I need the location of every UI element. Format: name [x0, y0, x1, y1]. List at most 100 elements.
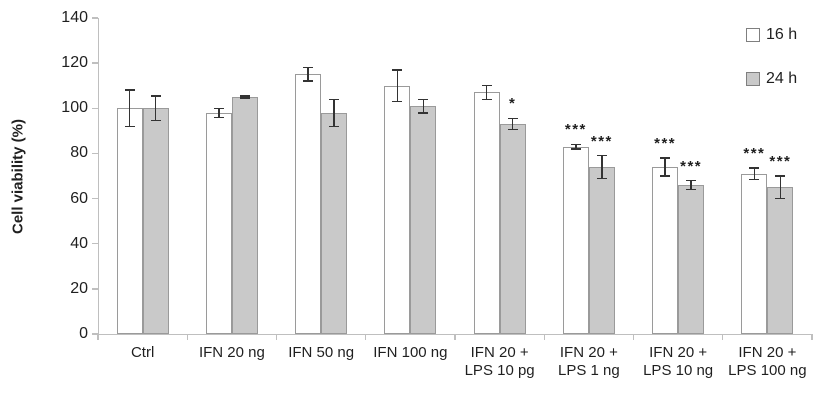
error-bar-line: [779, 176, 782, 199]
x-category-label-line: IFN 100 ng: [373, 344, 448, 361]
x-category-label-line: LPS 10 ng: [643, 362, 714, 379]
bar-16h-1: [205, 112, 232, 334]
bar-24h-2: [321, 112, 348, 334]
x-category-label: IFN 20 ng: [183, 344, 281, 362]
x-category-label: IFN 20 + LPS 10 pg: [451, 344, 549, 380]
bar-24h-7: [767, 187, 794, 334]
legend-swatch-16h-icon: [746, 28, 760, 42]
error-bar-cap-bottom: [418, 112, 429, 114]
y-tick-label: 120: [61, 54, 88, 72]
error-bar-cap-bottom: [749, 178, 760, 181]
y-axis-line: [98, 18, 100, 334]
error-bar-line: [128, 90, 131, 127]
error-bar-cap-bottom: [239, 97, 250, 99]
legend: 16 h 24 h: [746, 26, 797, 88]
bar-16h-3: [384, 85, 411, 334]
error-bar-cap-bottom: [660, 175, 671, 177]
significance-marker: ***: [564, 121, 587, 139]
x-category-label-line: LPS 100 ng: [728, 362, 807, 379]
error-bar-cap-top: [596, 154, 607, 157]
y-tick: [92, 197, 98, 200]
error-bar-cap-top: [150, 95, 161, 97]
error-bar-line: [396, 69, 399, 102]
y-tick-label: 0: [79, 325, 88, 342]
error-bar-cap-top: [775, 175, 786, 177]
y-tick: [92, 17, 98, 19]
error-bar-line: [485, 85, 488, 100]
y-tick-label: 100: [61, 99, 88, 117]
error-bar-line: [422, 99, 425, 113]
error-bar-cap-bottom: [596, 177, 607, 179]
significance-marker: ***: [743, 145, 766, 163]
y-tick-label: 80: [70, 144, 88, 162]
legend-label-24h: 24 h: [766, 70, 798, 87]
x-category-label: IFN 20 + LPS 100 ng: [718, 344, 816, 380]
error-bar-line: [244, 95, 246, 99]
significance-marker: ***: [769, 153, 792, 170]
x-category-label-line: LPS 10 pg: [464, 362, 535, 379]
y-tick-label: 60: [70, 189, 88, 207]
significance-marker: ***: [590, 132, 613, 150]
error-bar-cap-top: [303, 66, 314, 69]
x-category-label: IFN 50 ng: [272, 344, 370, 362]
bar-24h-6: [678, 185, 705, 334]
x-tick: [454, 334, 456, 340]
error-bar-cap-top: [392, 69, 403, 71]
bar-24h-0: [142, 108, 169, 334]
error-bar-line: [511, 118, 514, 130]
error-bar-cap-bottom: [775, 197, 786, 200]
significance-marker: ***: [680, 157, 703, 175]
x-category-label-line: Ctrl: [130, 344, 155, 361]
error-bar-line: [753, 168, 756, 180]
error-bar-cap-bottom: [329, 125, 340, 128]
error-bar-cap-bottom: [303, 80, 314, 82]
legend-swatch-24h-icon: [746, 72, 760, 86]
bar-24h-4: [499, 124, 526, 334]
x-tick: [543, 334, 545, 340]
bar-16h-4: [473, 92, 500, 334]
legend-label-16h: 16 h: [766, 26, 798, 43]
legend-item-16h: 16 h: [746, 26, 797, 44]
error-bar-line: [333, 99, 335, 127]
bar-16h-6: [652, 166, 679, 334]
x-category-label-line: IFN 20 +: [559, 344, 618, 361]
error-bar-line: [218, 108, 220, 118]
error-bar-cap-top: [124, 89, 135, 91]
bar-16h-0: [116, 108, 143, 334]
error-bar-cap-top: [213, 107, 224, 110]
error-bar-cap-top: [686, 179, 697, 182]
error-bar-cap-bottom: [481, 98, 492, 100]
error-bar-cap-bottom: [124, 125, 135, 128]
x-tick: [275, 334, 278, 340]
y-tick-label: 140: [61, 9, 88, 26]
x-category-label-line: IFN 20 ng: [198, 344, 265, 361]
bar-24h-1: [231, 97, 258, 334]
error-bar-cap-top: [239, 95, 250, 97]
y-tick-label: 40: [70, 234, 88, 252]
y-tick-label: 20: [70, 279, 88, 297]
significance-marker: *: [508, 95, 517, 113]
x-tick: [365, 334, 367, 340]
y-tick: [92, 288, 98, 290]
x-category-label-line: LPS 1 ng: [558, 362, 620, 379]
x-tick: [722, 334, 724, 340]
error-bar-cap-top: [507, 117, 518, 120]
x-category-label-line: IFN 20 +: [470, 344, 529, 361]
bar-24h-3: [410, 106, 437, 334]
x-category-label-line: IFN 20 +: [738, 344, 797, 361]
bar-16h-5: [562, 146, 589, 334]
error-bar-line: [601, 155, 603, 179]
bar-16h-2: [295, 74, 322, 334]
y-tick: [92, 62, 98, 64]
error-bar-cap-bottom: [150, 119, 161, 122]
error-bar-cap-bottom: [686, 188, 697, 191]
error-bar-cap-top: [749, 167, 760, 169]
error-bar-cap-top: [660, 157, 671, 159]
x-category-label: IFN 20 + LPS 1 ng: [540, 344, 638, 380]
bar-16h-7: [741, 173, 768, 334]
error-bar-line: [154, 95, 157, 121]
error-bar-cap-top: [418, 98, 429, 100]
error-bar-line: [575, 144, 577, 149]
